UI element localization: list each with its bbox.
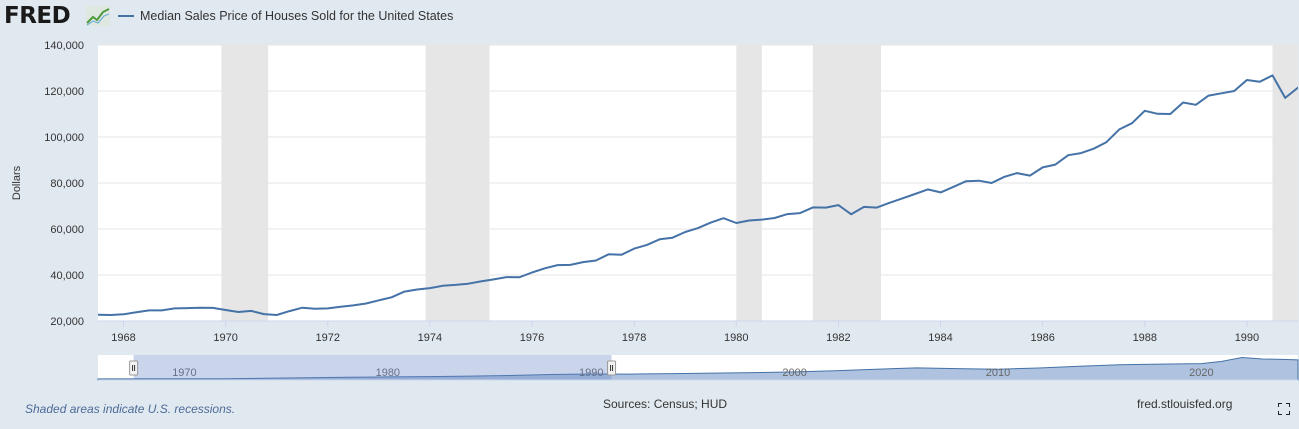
chart-header: FRED Median Sales Price of Houses Sold f… — [0, 0, 1299, 34]
series-line — [98, 74, 1298, 316]
x-tick-label: 1978 — [622, 332, 646, 344]
fred-logo[interactable]: FRED — [4, 3, 71, 29]
navigator-handle-right[interactable] — [607, 360, 617, 376]
legend-label: Median Sales Price of Houses Sold for th… — [140, 9, 454, 23]
x-tick-label: 1976 — [520, 332, 544, 344]
navigator-year-label: 2020 — [1189, 367, 1213, 379]
y-tick-label: 60,000 — [50, 224, 84, 236]
x-tick-label: 1984 — [928, 332, 952, 344]
y-tick-label: 100,000 — [44, 132, 84, 144]
site-link[interactable]: fred.stlouisfed.org — [1137, 397, 1233, 411]
x-tick-label: 1968 — [111, 332, 135, 344]
y-axis-ticks: 20,000 40,000 60,000 80,000 100,000 120,000 14… — [44, 40, 84, 328]
navigator-year-label: 1990 — [579, 367, 603, 379]
x-tick-label: 1974 — [418, 332, 442, 344]
y-tick-label: 140,000 — [44, 40, 84, 52]
x-axis-ticks: 1968 1970 1972 1974 1976 1978 1980 1982 1984 1986… — [98, 320, 1298, 344]
y-tick-label: 120,000 — [44, 86, 84, 98]
navigator-handle-left[interactable] — [129, 360, 139, 376]
x-tick-label: 1988 — [1133, 332, 1157, 344]
sources-text: Sources: Census; HUD — [603, 397, 728, 411]
x-tick-label: 1970 — [213, 332, 237, 344]
navigator-series-area — [97, 356, 1299, 381]
navigator-year-label: 1980 — [376, 367, 400, 379]
navigator-year-labels: 1970 1980 1990 2000 2010 2020 — [172, 367, 1213, 379]
x-tick-label: 1986 — [1030, 332, 1054, 344]
navigator-selection[interactable] — [133, 355, 612, 380]
legend-swatch — [118, 15, 134, 17]
recession-note: Shaded areas indicate U.S. recessions. — [25, 402, 236, 416]
y-tick-label: 20,000 — [50, 316, 84, 328]
y-tick-label: 80,000 — [50, 178, 84, 190]
fred-graph-icon — [86, 6, 110, 26]
navigator-handle-grip[interactable] — [129, 360, 139, 376]
legend: Median Sales Price of Houses Sold for th… — [118, 9, 453, 23]
x-tick-label: 1982 — [826, 332, 850, 344]
y-axis-title: Dollars — [11, 165, 23, 200]
navigator-year-label: 2000 — [782, 367, 806, 379]
x-tick-label: 1990 — [1235, 332, 1259, 344]
y-tick-label: 40,000 — [50, 270, 84, 282]
range-navigator[interactable]: 1970 1980 1990 2000 2010 2020 — [97, 355, 1299, 381]
fullscreen-icon[interactable] — [1278, 403, 1290, 415]
navigator-handle-grip[interactable] — [607, 360, 617, 376]
navigator-year-label: 1970 — [172, 367, 196, 379]
x-tick-label: 1972 — [316, 332, 340, 344]
x-tick-label: 1980 — [724, 332, 748, 344]
navigator-year-label: 2010 — [986, 367, 1010, 379]
